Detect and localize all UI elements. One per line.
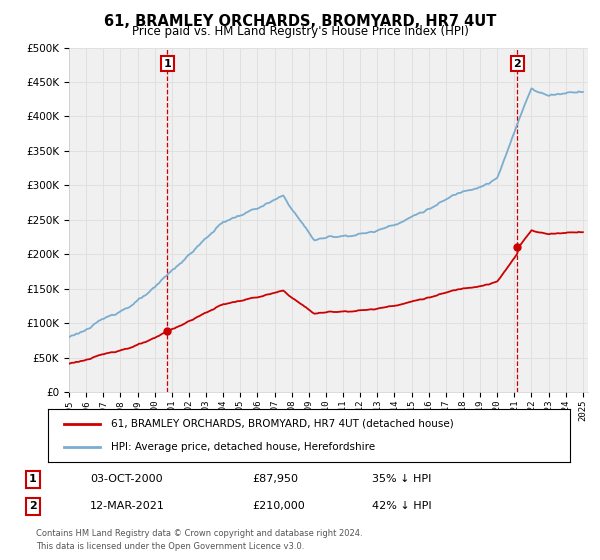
Text: 35% ↓ HPI: 35% ↓ HPI <box>372 474 431 484</box>
Text: 42% ↓ HPI: 42% ↓ HPI <box>372 501 431 511</box>
Text: Contains HM Land Registry data © Crown copyright and database right 2024.: Contains HM Land Registry data © Crown c… <box>36 529 362 538</box>
Text: 61, BRAMLEY ORCHARDS, BROMYARD, HR7 4UT (detached house): 61, BRAMLEY ORCHARDS, BROMYARD, HR7 4UT … <box>110 419 454 429</box>
Text: 2: 2 <box>29 501 37 511</box>
Text: This data is licensed under the Open Government Licence v3.0.: This data is licensed under the Open Gov… <box>36 542 304 550</box>
Text: 1: 1 <box>164 59 172 69</box>
Text: 1: 1 <box>29 474 37 484</box>
Text: £87,950: £87,950 <box>252 474 298 484</box>
Text: Price paid vs. HM Land Registry's House Price Index (HPI): Price paid vs. HM Land Registry's House … <box>131 25 469 38</box>
Text: 2: 2 <box>514 59 521 69</box>
Text: £210,000: £210,000 <box>252 501 305 511</box>
Text: 61, BRAMLEY ORCHARDS, BROMYARD, HR7 4UT: 61, BRAMLEY ORCHARDS, BROMYARD, HR7 4UT <box>104 14 496 29</box>
Text: HPI: Average price, detached house, Herefordshire: HPI: Average price, detached house, Here… <box>110 442 375 452</box>
Text: 12-MAR-2021: 12-MAR-2021 <box>90 501 165 511</box>
Text: 03-OCT-2000: 03-OCT-2000 <box>90 474 163 484</box>
